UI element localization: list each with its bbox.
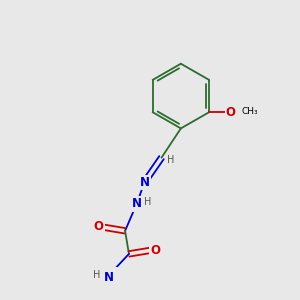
- Text: O: O: [150, 244, 160, 256]
- Text: N: N: [104, 271, 114, 284]
- Text: H: H: [167, 155, 175, 165]
- Text: CH₃: CH₃: [242, 107, 258, 116]
- Text: O: O: [226, 106, 236, 119]
- Text: N: N: [140, 176, 149, 189]
- Text: H: H: [144, 197, 151, 207]
- Text: N: N: [132, 197, 142, 210]
- Text: O: O: [94, 220, 104, 233]
- Text: H: H: [93, 271, 100, 281]
